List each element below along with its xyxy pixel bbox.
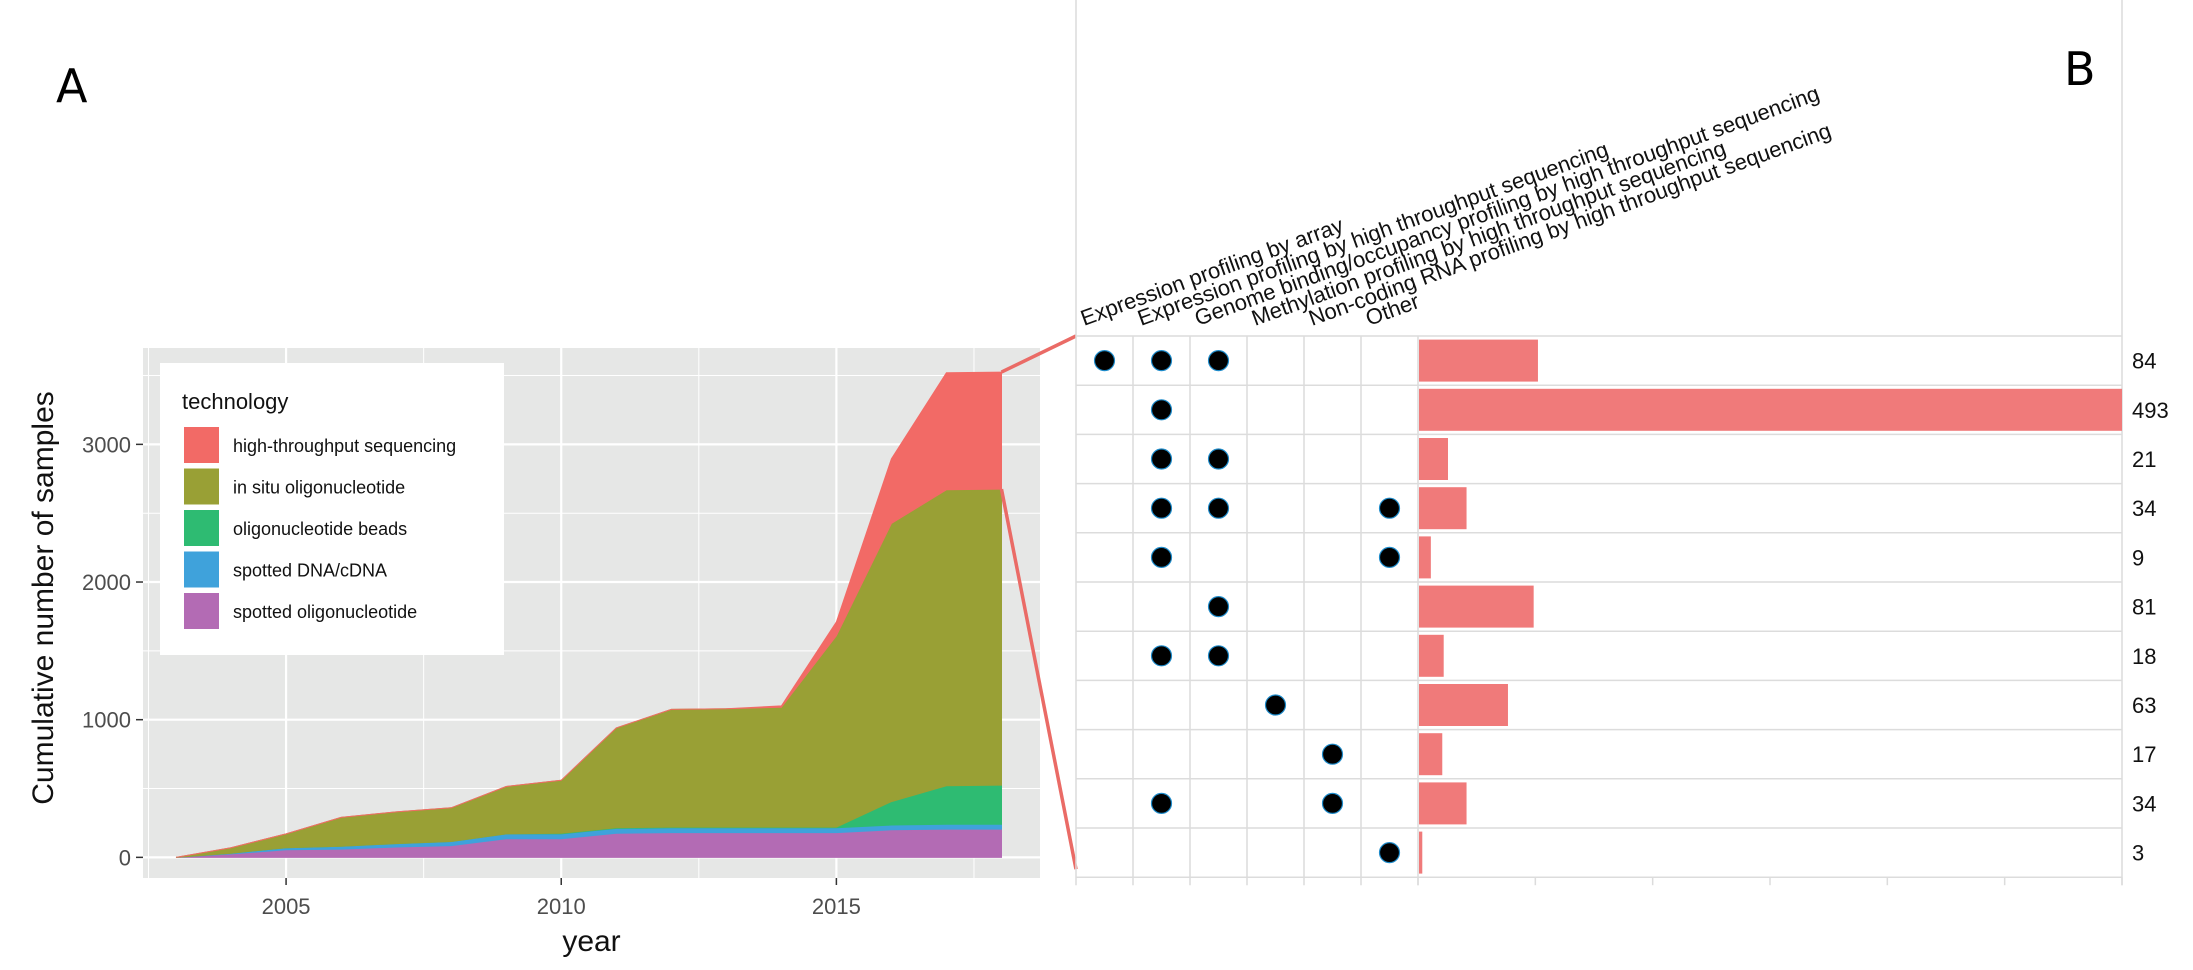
membership-dot (1207, 595, 1230, 618)
count-bar (1419, 536, 1431, 579)
count-bar (1419, 831, 1423, 874)
x-tick-label: 2010 (537, 894, 586, 919)
y-tick-label: 3000 (82, 432, 131, 457)
count-bar (1419, 388, 2122, 431)
membership-dot (1264, 694, 1287, 716)
legend-label: high-throughput sequencing (233, 436, 456, 456)
legend-key (184, 427, 219, 463)
count-bar (1419, 634, 1444, 677)
x-axis-title: year (562, 925, 620, 958)
count-labels: 84 493 21 34 9 81 18 63 17 34 3 (2132, 349, 2169, 866)
membership-dot (1150, 546, 1173, 569)
count-label: 493 (2132, 398, 2169, 423)
area-chart: 2005 2010 2015 0 1000 2000 3000 year Cumulativ… (27, 348, 1040, 958)
area-series (175, 371, 1002, 858)
legend-key (184, 468, 219, 505)
membership-dot (1321, 792, 1344, 815)
membership-dot (1150, 399, 1173, 421)
count-bar (1419, 733, 1443, 776)
legend-title: technology (182, 389, 288, 414)
membership-dot (1378, 841, 1401, 864)
membership-dot (1150, 497, 1173, 519)
legend-label: spotted DNA/cDNA (233, 561, 387, 581)
x-tick-label: 2015 (812, 894, 861, 919)
legend-label: in situ oligonucleotide (233, 478, 405, 498)
count-label: 18 (2132, 644, 2156, 669)
legend-key (184, 551, 219, 588)
count-bar (1419, 487, 1467, 530)
count-label: 81 (2132, 595, 2156, 620)
membership-dot (1150, 645, 1173, 667)
count-label: 34 (2132, 791, 2156, 816)
membership-dot (1378, 497, 1401, 519)
axes: 2005 2010 2015 0 1000 2000 3000 (82, 432, 861, 919)
membership-dot (1207, 645, 1230, 667)
y-tick-label: 0 (119, 845, 131, 870)
legend-label: oligonucleotide beads (233, 519, 407, 539)
count-label: 21 (2132, 447, 2156, 472)
legend: technology high-throughput sequencing in s… (160, 363, 504, 655)
count-label: 9 (2132, 545, 2144, 570)
panel-label-a: A (56, 59, 88, 113)
membership-dot (1321, 743, 1344, 765)
count-bar (1419, 339, 1538, 382)
intersection-chart: Expression profiling by arrayExpression … (1075, 0, 2169, 886)
count-label: 17 (2132, 742, 2156, 767)
legend-key (184, 593, 219, 629)
intersection-grid (1075, 0, 2123, 886)
y-tick-label: 2000 (82, 570, 131, 595)
y-axis-title: Cumulative number of samples (27, 391, 60, 805)
count-label: 63 (2132, 693, 2156, 718)
count-bar (1419, 782, 1467, 825)
count-bar (1419, 684, 1508, 726)
count-bar (1419, 585, 1534, 628)
count-bars (1419, 339, 2122, 874)
x-tick-label: 2005 (262, 894, 311, 919)
membership-dot (1150, 792, 1173, 815)
membership-dot (1207, 448, 1230, 470)
panel-label-b: B (2064, 42, 2096, 96)
count-bar (1419, 438, 1448, 480)
membership-dot (1150, 448, 1173, 470)
legend-label: spotted oligonucleotide (233, 602, 417, 622)
column-labels: Expression profiling by arrayExpression … (1077, 80, 1834, 330)
y-tick-label: 1000 (82, 708, 131, 733)
membership-dot (1150, 350, 1173, 372)
zoom-connectors (999, 334, 1078, 870)
area-high-throughput-sequencing (175, 371, 1002, 858)
legend-key (184, 510, 219, 546)
membership-dot (1378, 546, 1401, 569)
connector-bottom (999, 488, 1078, 870)
count-label: 34 (2132, 496, 2156, 521)
count-label: 3 (2132, 841, 2144, 866)
membership-dot (1207, 350, 1230, 372)
membership-dot (1207, 497, 1230, 519)
connector-top (1000, 334, 1077, 374)
membership-dot (1093, 350, 1116, 372)
count-label: 84 (2132, 349, 2156, 374)
membership-dots (1093, 350, 1401, 864)
